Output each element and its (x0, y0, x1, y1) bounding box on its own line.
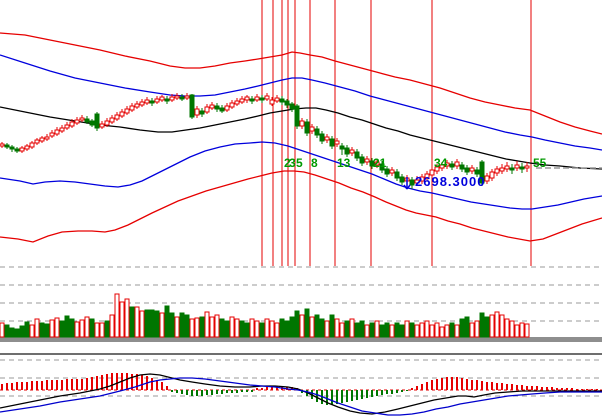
fib-time-zone-lines (261, 0, 532, 266)
envelope-bands (0, 32, 602, 243)
candlesticks (0, 93, 530, 189)
low-price-marker (403, 177, 411, 190)
fib-time-zone-label: 55 (533, 156, 547, 170)
band-upper-red (0, 32, 602, 135)
fib-time-zone-label: 21 (373, 156, 387, 170)
panel-frames (0, 337, 602, 355)
low-price-label: 2698.3000 (415, 174, 486, 189)
fib-time-zone-label: 13 (337, 156, 351, 170)
fib-time-zone-label: 34 (434, 156, 448, 170)
fib-time-zone-label: 8 (311, 156, 318, 170)
macd-dif-line (0, 373, 602, 415)
volume-panel[interactable] (0, 267, 602, 344)
band-upper-blue (0, 54, 602, 151)
band-lower-blue (0, 141, 602, 210)
macd-dea-line (0, 377, 602, 416)
fib-time-zone-label: 5 (296, 156, 303, 170)
fib-time-zone-label: 3 (289, 156, 296, 170)
macd-indicator (0, 373, 602, 416)
price-chart-panel[interactable] (0, 0, 602, 266)
band-middle-black (0, 106, 602, 170)
band-lower-red (0, 170, 602, 243)
macd-panel[interactable] (0, 354, 602, 416)
fib-time-zone-label: 2 (284, 156, 291, 170)
volume-bars (0, 293, 530, 338)
